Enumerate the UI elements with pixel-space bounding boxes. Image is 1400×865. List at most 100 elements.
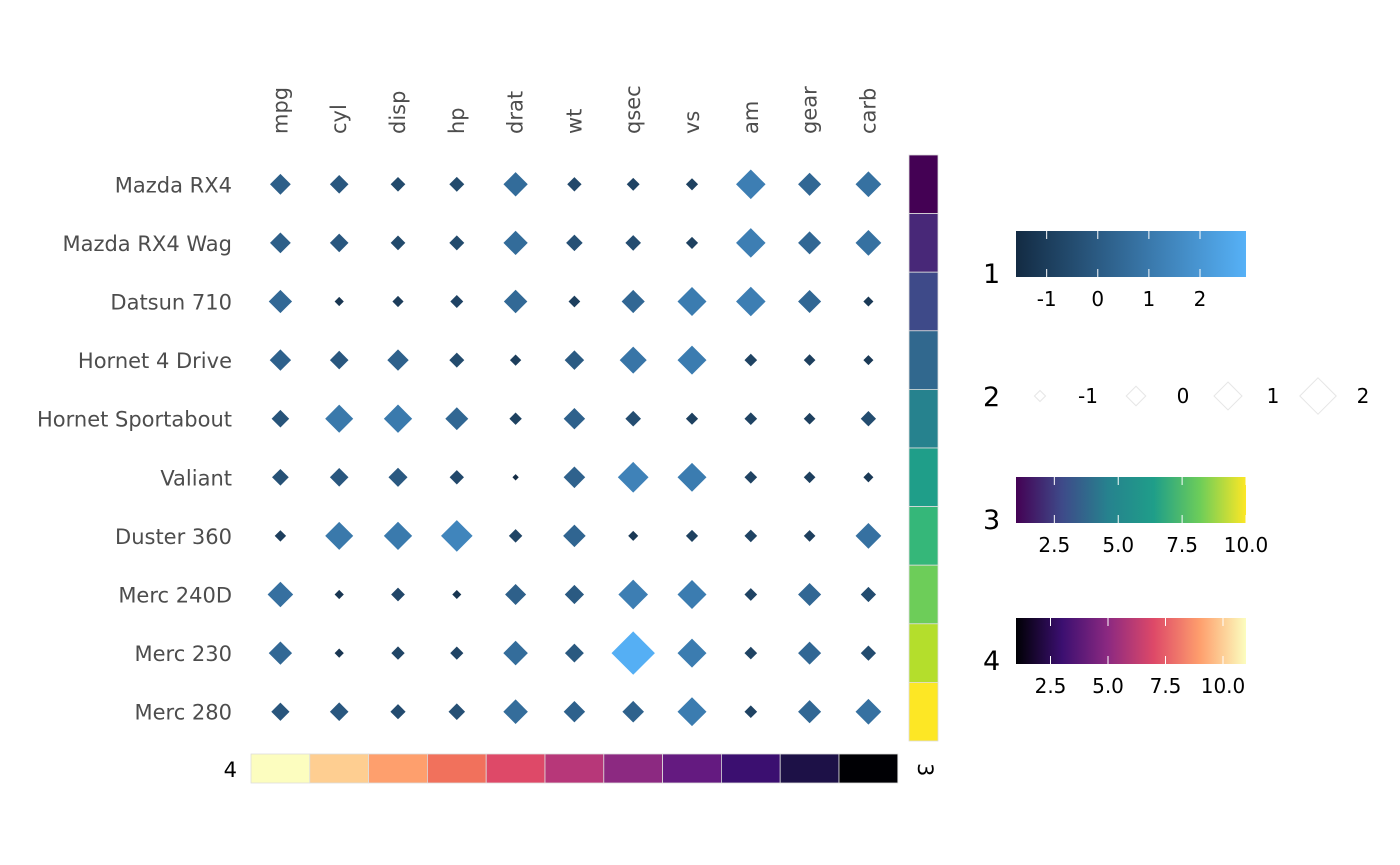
heatmap-cell <box>564 643 584 663</box>
column-label: carb <box>856 88 880 134</box>
column-label: gear <box>798 86 822 134</box>
heatmap-cell <box>563 466 586 489</box>
heatmap-cell <box>863 472 874 483</box>
right-annotation-label: 3 <box>913 763 937 776</box>
bottom-annotation-label: 4 <box>224 758 237 782</box>
heatmap-cell <box>268 289 293 314</box>
heatmap-cell <box>329 233 349 253</box>
heatmap-cell <box>383 521 413 551</box>
legend-size-key <box>1299 377 1337 415</box>
bottom-annotation-cell <box>309 753 369 784</box>
heatmap-cell <box>685 412 699 425</box>
heatmap-cell <box>798 582 822 607</box>
legend-tick-label: 2.5 <box>1038 533 1070 557</box>
row-label: Merc 280 <box>134 701 232 725</box>
heatmap-cell <box>448 703 466 720</box>
row-label: Datsun 710 <box>110 291 232 315</box>
heatmap-cell <box>677 580 707 609</box>
heatmap-cell <box>503 230 528 256</box>
row-label: Valiant <box>160 466 232 490</box>
heatmap-cell <box>622 700 645 723</box>
heatmap-cell <box>803 354 816 366</box>
heatmap-cell <box>452 589 462 600</box>
heatmap-cell <box>677 697 707 727</box>
bottom-annotation-cell <box>721 753 781 784</box>
heatmap-cell <box>860 411 877 427</box>
heatmap-cell <box>512 474 519 481</box>
bottom-annotation-cell <box>544 753 605 784</box>
heatmap-cell <box>798 641 822 665</box>
right-annotation-cell <box>908 330 939 390</box>
heatmap-cell <box>271 409 290 428</box>
bottom-annotation-cell <box>838 753 899 784</box>
heatmap-cell <box>503 640 528 666</box>
heatmap-cell <box>855 171 882 198</box>
row-label: Hornet 4 Drive <box>78 349 232 373</box>
heatmap-cell <box>325 521 354 550</box>
heatmap-cell <box>274 530 287 542</box>
right-annotation-cell <box>908 271 939 332</box>
right-annotation: 3 <box>908 154 939 776</box>
right-annotation-cell <box>908 682 939 742</box>
legend-colorbar <box>1016 618 1246 664</box>
heatmap-cell <box>270 232 291 254</box>
bottom-annotation-cell <box>662 753 722 784</box>
heatmap-cell <box>391 587 405 602</box>
heatmap-cell <box>445 407 469 431</box>
heatmap-cell <box>329 702 349 721</box>
legend-tick-label: 0 <box>1091 287 1104 311</box>
legend-tick-label: 5.0 <box>1092 674 1124 698</box>
legend-tick-label: -1 <box>1037 287 1057 311</box>
heatmap-cell <box>803 471 816 484</box>
bottom-annotation-cell <box>250 753 311 784</box>
right-annotation-cell <box>908 447 939 507</box>
bottom-annotation-cell <box>603 753 663 784</box>
right-annotation-cell <box>908 213 939 273</box>
legend-size-key <box>1213 381 1243 411</box>
heatmap-cell <box>334 589 344 600</box>
heatmap-cell <box>744 529 758 543</box>
legend-colorbar <box>1016 231 1246 277</box>
heatmap-cell <box>564 350 585 370</box>
legend-tick-label: 0 <box>1177 384 1190 408</box>
heatmap-cell <box>736 169 766 200</box>
heatmap-cell <box>744 588 758 601</box>
heatmap-cell <box>798 700 822 724</box>
heatmap-cell <box>860 586 877 603</box>
column-label: am <box>739 101 763 134</box>
heatmap-cell <box>508 529 523 543</box>
heatmap-cell <box>677 287 707 316</box>
heatmap-cell <box>505 583 527 606</box>
heatmap-cell <box>329 350 349 370</box>
legend-title: 2 <box>983 382 1000 413</box>
heatmap-cell <box>449 352 465 368</box>
heatmap-cell <box>503 699 528 724</box>
heatmap-cell <box>503 289 528 314</box>
legend-title: 1 <box>983 259 1000 290</box>
right-annotation-cell <box>908 154 939 214</box>
heatmap-cell <box>626 177 640 191</box>
heatmap-cell <box>334 296 344 307</box>
row-label: Mazda RX4 <box>115 173 232 197</box>
bottom-annotation-cell <box>426 753 487 784</box>
heatmap-cell <box>798 231 822 255</box>
heatmap-cell <box>563 700 586 723</box>
heatmap-cell <box>392 295 404 308</box>
heatmap-cell <box>744 353 758 367</box>
heatmap-cell <box>798 289 822 314</box>
heatmap-cell <box>449 176 465 192</box>
heatmap-cell <box>855 230 882 256</box>
heatmap-cell <box>736 286 766 317</box>
heatmap-cell <box>617 461 649 493</box>
legend-tick-label: 5.0 <box>1102 533 1134 557</box>
heatmap-cells <box>267 169 882 727</box>
heatmap-cell <box>625 410 642 427</box>
bottom-annotation-cell <box>368 753 428 784</box>
heatmap-cell <box>390 176 406 192</box>
column-label: disp <box>386 91 410 134</box>
heatmap-cell <box>509 412 522 425</box>
heatmap-cell <box>677 345 707 375</box>
heatmap-cell <box>564 584 585 605</box>
heatmap-cell <box>387 349 409 371</box>
column-label: wt <box>562 109 586 134</box>
